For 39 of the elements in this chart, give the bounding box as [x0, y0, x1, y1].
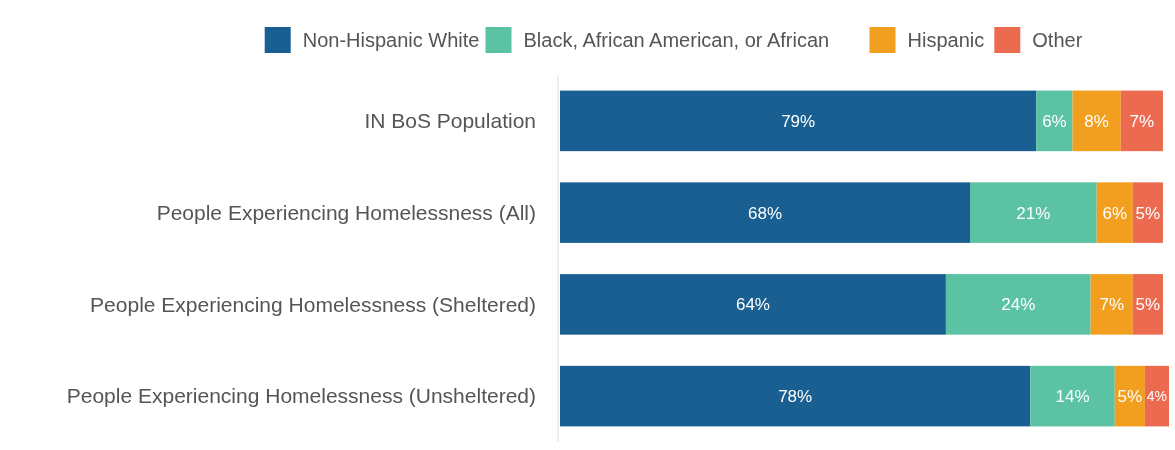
data-label: 7%: [1129, 111, 1155, 131]
bar: [560, 182, 971, 243]
legend-label: Non-Hispanic White: [302, 29, 480, 51]
data-label: 7%: [1099, 295, 1125, 315]
y-tick-label: People Experiencing Homelessness (Sheltered): [90, 292, 536, 316]
y-tick-label: People Experiencing Homelessness (Unsheltered): [66, 384, 536, 408]
bar: [560, 365, 1031, 427]
bar: [560, 274, 946, 335]
data-label: 5%: [1135, 203, 1161, 223]
data-label: 79%: [781, 111, 816, 131]
bar: [1030, 365, 1115, 427]
legend-label: Other: [1032, 29, 1083, 51]
data-label: 21%: [1016, 203, 1051, 223]
data-label: 6%: [1042, 111, 1067, 131]
legend-label: Black, African American, or African: [523, 29, 830, 51]
bar: [1036, 90, 1073, 152]
data-label: 68%: [747, 203, 783, 223]
bar: [970, 182, 1097, 243]
bar: [1132, 182, 1163, 243]
data-label: 14%: [1055, 387, 1090, 407]
y-tick-label: IN BoS Population: [364, 109, 536, 133]
bar: [1090, 274, 1133, 335]
data-label: 5%: [1117, 387, 1143, 407]
bar: [1096, 182, 1133, 243]
bar: [1120, 90, 1163, 152]
data-label: 5%: [1135, 295, 1161, 315]
bar: [560, 90, 1037, 152]
data-label: 4%: [1146, 388, 1168, 405]
bar: [945, 274, 1091, 335]
data-label: 78%: [778, 387, 813, 407]
data-label: 64%: [735, 295, 770, 315]
data-label: 6%: [1102, 203, 1128, 223]
bar: [1144, 365, 1169, 427]
bar: [1072, 90, 1121, 152]
legend-label: Hispanic: [907, 29, 985, 51]
y-tick-label: People Experiencing Homelessness (All): [156, 200, 536, 224]
bar: [1132, 274, 1163, 335]
data-label: 24%: [1001, 295, 1036, 315]
data-label: 8%: [1084, 111, 1109, 131]
